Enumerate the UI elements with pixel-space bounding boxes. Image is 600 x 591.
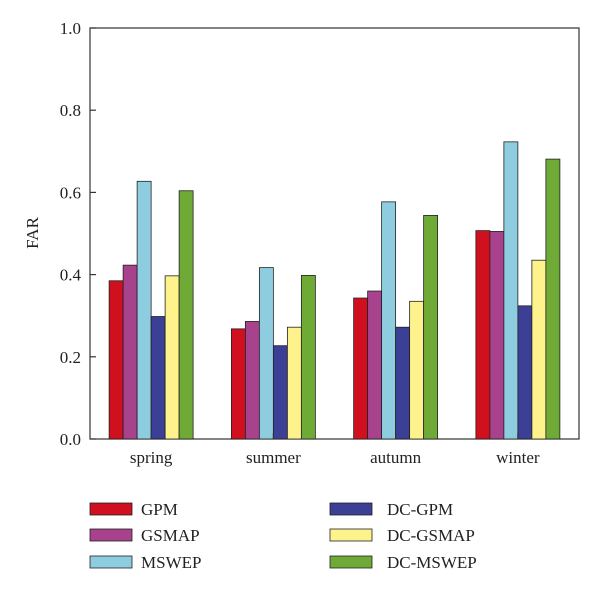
legend-label: GSMAP [141,526,200,545]
bar-mswep-summer [258,267,274,440]
legend-label: DC-MSWEP [387,553,477,572]
bar-dc-mswep-spring [178,190,194,440]
legend-swatch [89,528,133,542]
bar-mswep-winter [503,141,519,440]
bar-gpm-spring [108,280,124,440]
plot-frame [89,27,580,440]
bar-dc-mswep-autumn [423,215,439,440]
y-tick-label: 0.0 [60,430,81,449]
legend-swatch [329,555,373,569]
bar-dc-gpm-summer [272,345,288,440]
bar-mswep-autumn [381,201,397,440]
legend-swatch [329,502,373,516]
y-tick-label: 0.4 [60,266,82,285]
bar-gpm-summer [230,328,246,440]
y-axis: 0.0 0.2 0.4 0.6 0.8 1.0 [60,19,96,449]
bar-gpm-winter [475,230,491,440]
bar-dc-gsmap-winter [531,259,547,440]
legend-label: DC-GSMAP [387,526,475,545]
bar-dc-mswep-winter [545,158,561,440]
legend-swatch [89,502,133,516]
bars [108,141,561,440]
x-tick-label: spring [130,448,173,467]
x-tick-label: summer [246,448,301,467]
legend-label: MSWEP [141,553,201,572]
legend: GPM GSMAP MSWEP DC-GPM DC-GSMAP DC-MSWEP [89,500,477,572]
bar-dc-gsmap-spring [164,275,180,440]
bar-mswep-spring [136,180,152,440]
legend-swatch [89,555,133,569]
bar-gsmap-spring [122,264,138,440]
x-axis: spring summer autumn winter [130,433,540,467]
bar-dc-mswep-summer [300,275,316,440]
y-axis-label: FAR [23,216,42,248]
y-tick-label: 0.2 [60,348,81,367]
bar-gpm-autumn [353,297,369,440]
y-tick-label: 0.8 [60,101,81,120]
bar-dc-gsmap-summer [286,326,302,440]
x-tick-label: winter [496,448,540,467]
bar-gsmap-winter [489,231,505,440]
legend-label: DC-GPM [387,500,453,519]
legend-swatch [329,528,373,542]
bar-gsmap-summer [244,321,260,440]
legend-label: GPM [141,500,178,519]
y-tick-label: 1.0 [60,19,81,38]
y-tick-label: 0.6 [60,183,81,202]
bar-gsmap-autumn [367,290,383,440]
bar-dc-gpm-winter [517,305,533,440]
bar-dc-gpm-spring [150,316,166,440]
plot-area [89,27,580,440]
bar-dc-gsmap-autumn [409,300,425,440]
bar-dc-gpm-autumn [395,326,411,440]
x-tick-label: autumn [370,448,421,467]
